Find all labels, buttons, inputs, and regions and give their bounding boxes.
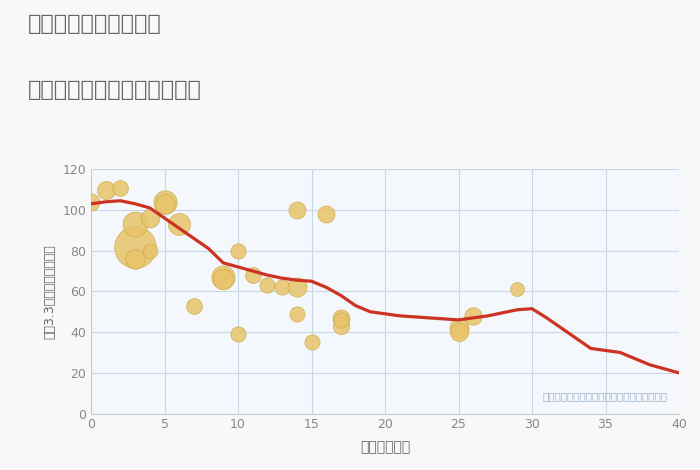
Point: [159, 200, 170, 208]
Point: [453, 324, 464, 332]
Point: [335, 316, 346, 324]
Point: [276, 283, 288, 291]
Point: [174, 220, 185, 228]
Point: [247, 271, 258, 279]
Point: [232, 247, 244, 254]
Point: [188, 302, 199, 309]
Point: [159, 198, 170, 205]
Point: [218, 274, 229, 281]
Point: [453, 329, 464, 336]
X-axis label: 築年数（年）: 築年数（年）: [360, 440, 410, 454]
Text: 円の大きさは、取引のあった物件面積を示す: 円の大きさは、取引のあった物件面積を示す: [542, 392, 667, 401]
Point: [321, 210, 332, 218]
Text: 築年数別中古マンション価格: 築年数別中古マンション価格: [28, 80, 202, 100]
Point: [291, 206, 302, 214]
Point: [291, 283, 302, 291]
Point: [100, 186, 111, 193]
Point: [144, 247, 155, 254]
Point: [130, 220, 141, 228]
Point: [232, 330, 244, 338]
Point: [291, 310, 302, 318]
Text: 三重県四日市市滝川町: 三重県四日市市滝川町: [28, 14, 162, 34]
Point: [306, 338, 317, 346]
Point: [130, 243, 141, 251]
Point: [512, 286, 523, 293]
Point: [115, 184, 126, 191]
Point: [130, 255, 141, 263]
Point: [468, 312, 479, 320]
Point: [144, 214, 155, 222]
Y-axis label: 坪（3.3㎡）単価（万円）: 坪（3.3㎡）単価（万円）: [43, 244, 57, 339]
Point: [335, 322, 346, 330]
Point: [335, 314, 346, 321]
Point: [218, 275, 229, 283]
Point: [85, 198, 97, 205]
Point: [262, 282, 273, 289]
